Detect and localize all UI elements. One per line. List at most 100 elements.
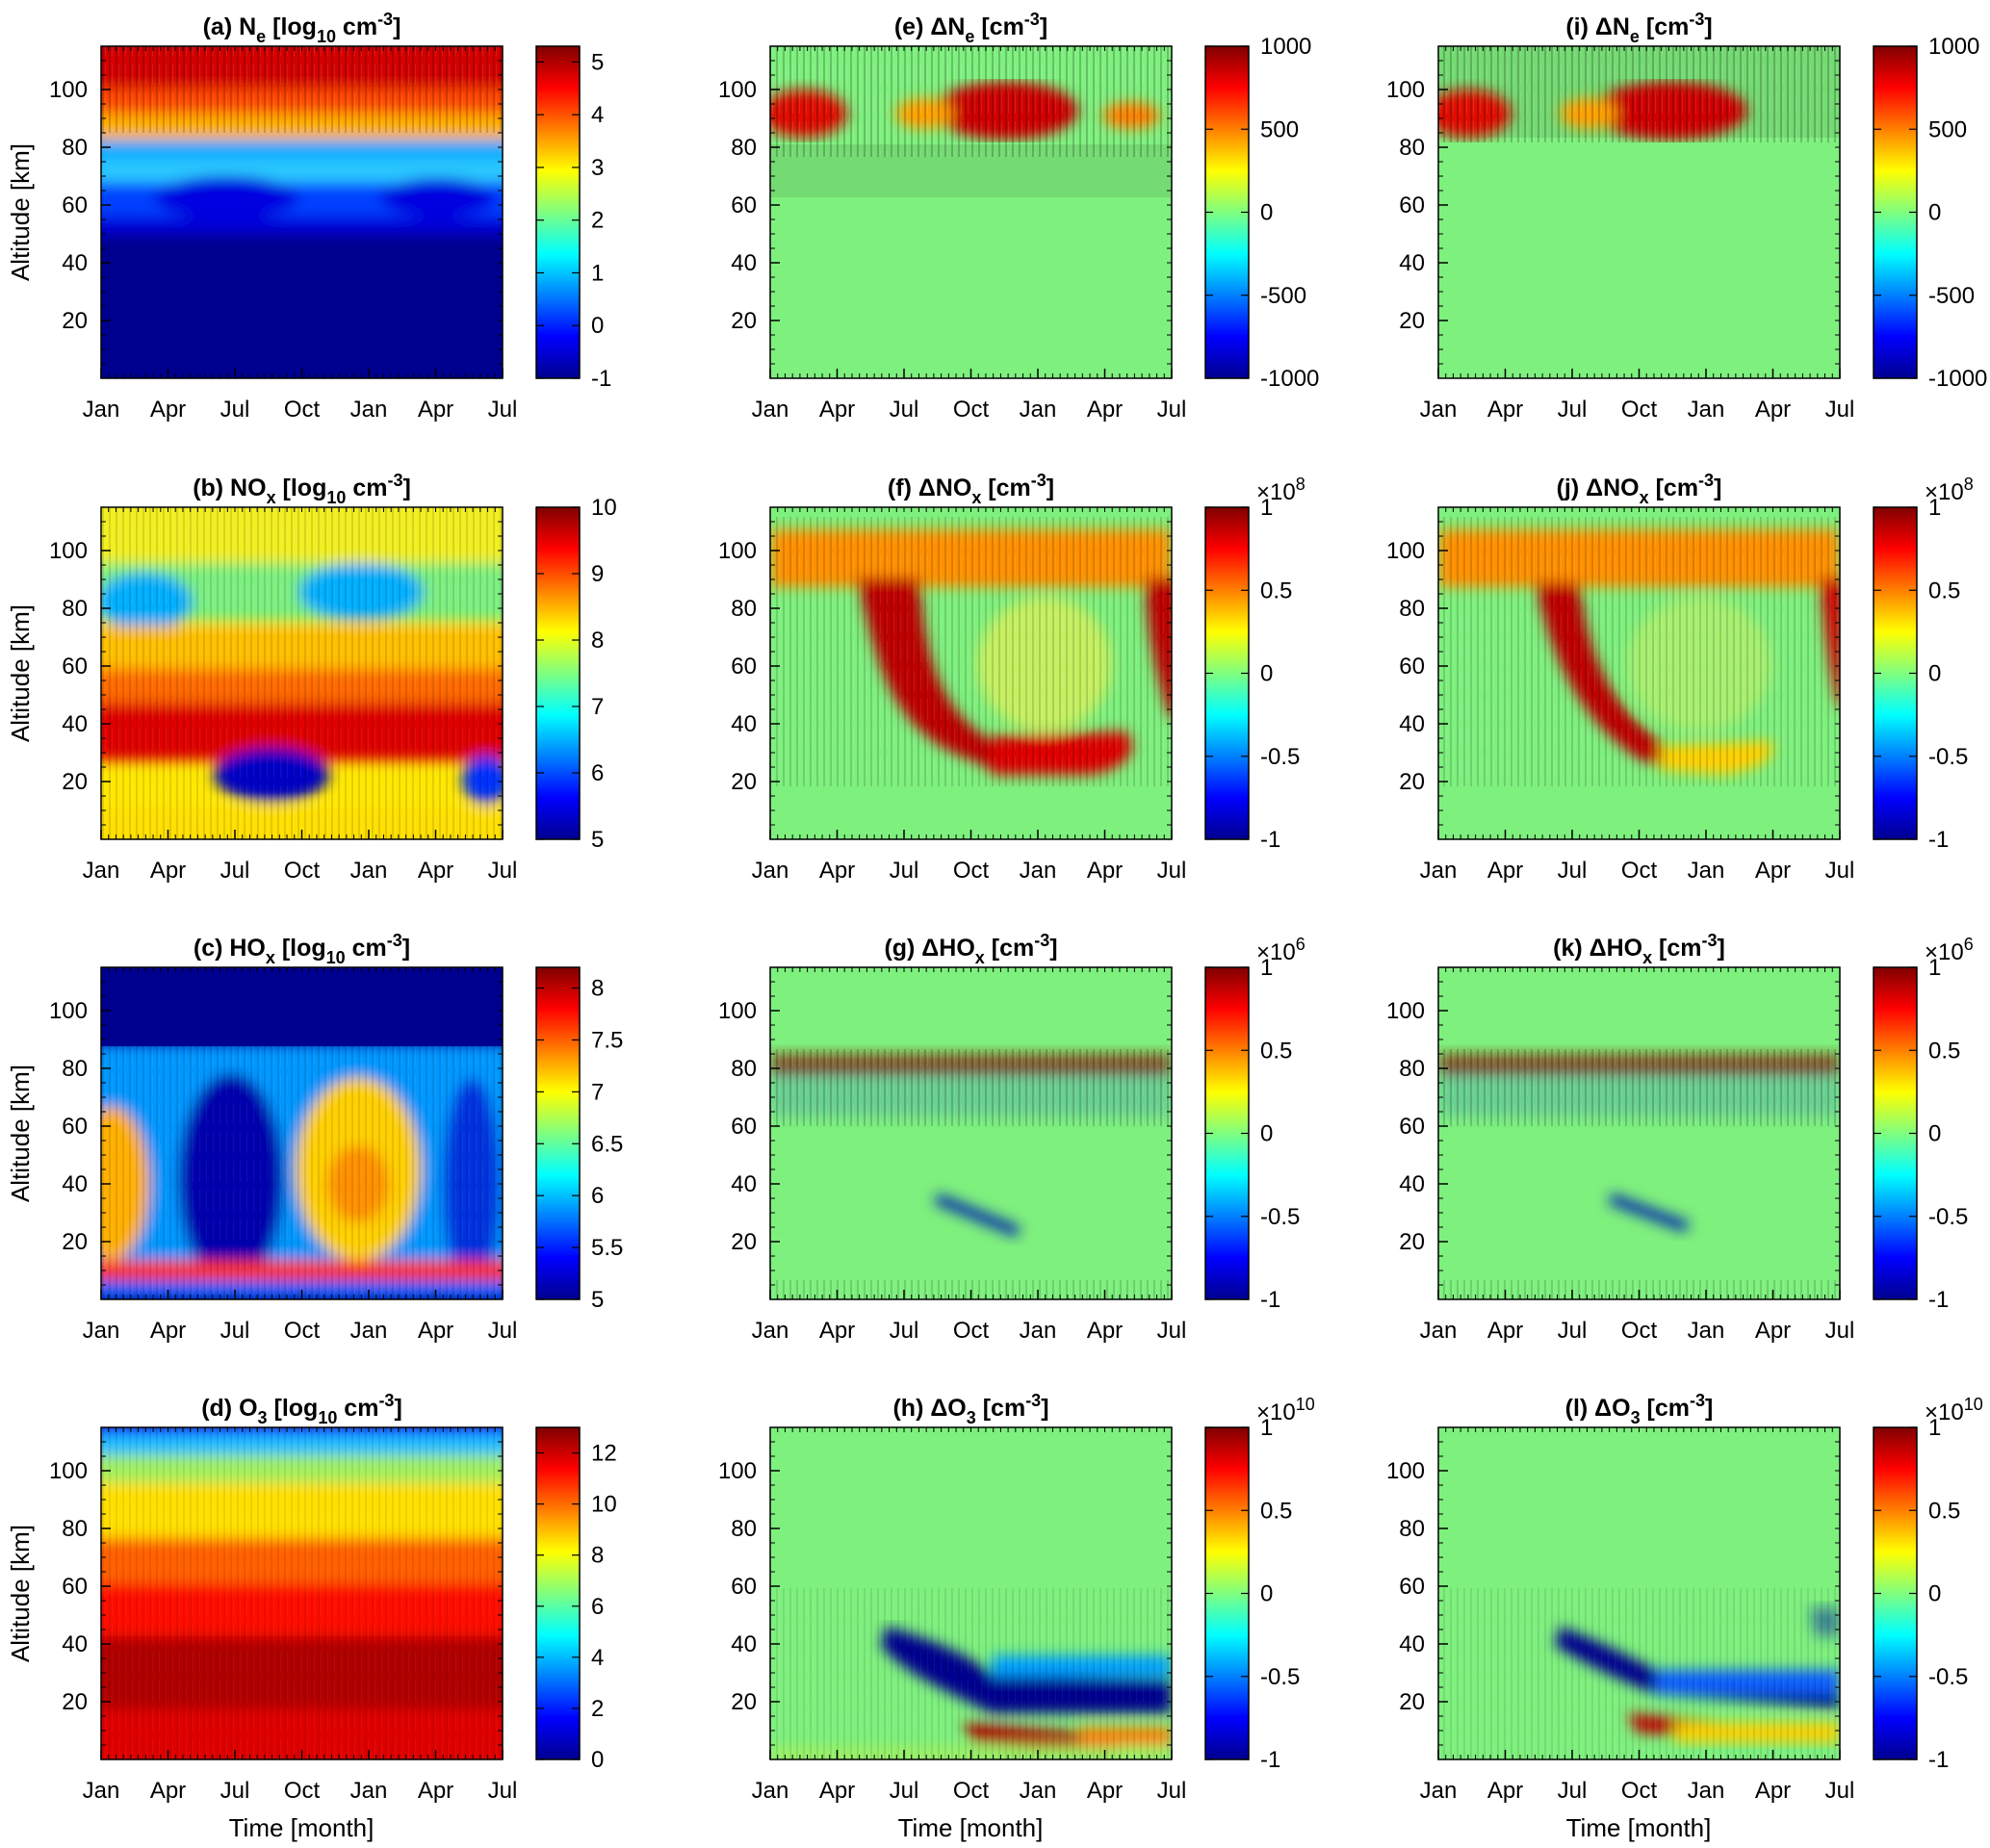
y-tick-label-f: 40 <box>731 711 757 737</box>
x-tick-label-k: Jan <box>1420 1318 1458 1344</box>
y-tick-label-k: 80 <box>1399 1056 1425 1082</box>
colorbar-tick-label-l: 0 <box>1928 1581 1941 1607</box>
x-tick-label-k: Jan <box>1688 1318 1725 1344</box>
x-tick-label-b: Apr <box>418 858 453 884</box>
y-tick-label-f: 60 <box>731 654 757 680</box>
y-tick-label-b: 80 <box>62 596 88 622</box>
y-tick-label-a: 100 <box>49 77 88 103</box>
colorbar-tick-label-f: 0.5 <box>1260 578 1292 603</box>
y-tick-label-l: 100 <box>1386 1458 1425 1484</box>
colorbar-tick-label-a: 2 <box>591 208 604 234</box>
x-tick-label-i: Apr <box>1755 397 1791 423</box>
panel-title-f: (f) ΔNOx [cm-3] <box>888 471 1054 507</box>
colorbar-tick-label-k: -1 <box>1928 1287 1949 1313</box>
colorbar-tick-label-l: 1 <box>1928 1415 1941 1441</box>
colorbar-c <box>535 966 581 1300</box>
y-tick-label-h: 80 <box>731 1516 757 1542</box>
x-tick-label-e: Apr <box>819 397 855 423</box>
colorbar-tick-label-k: 1 <box>1928 955 1941 981</box>
x-tick-label-a: Jan <box>83 397 120 423</box>
x-tick-label-a: Oct <box>284 397 321 423</box>
panel-title-a: (a) Ne [log10 cm-3] <box>203 10 401 46</box>
x-tick-label-k: Jul <box>1558 1318 1588 1344</box>
x-tick-label-e: Jul <box>1157 397 1187 423</box>
y-tick-label-g: 80 <box>731 1056 757 1082</box>
colorbar-tick-label-a: 5 <box>591 49 604 75</box>
x-tick-label-j: Oct <box>1621 858 1658 884</box>
y-tick-label-i: 60 <box>1399 192 1425 218</box>
y-tick-label-k: 20 <box>1399 1229 1425 1255</box>
colorbar-tick-label-d: 0 <box>591 1747 604 1773</box>
panel-title-i: (i) ΔNe [cm-3] <box>1565 10 1712 46</box>
x-tick-label-h: Jul <box>890 1778 919 1804</box>
x-tick-label-e: Jan <box>752 397 789 423</box>
panel-title-e: (e) ΔNe [cm-3] <box>894 10 1047 46</box>
colorbar-tick-label-l: -0.5 <box>1928 1664 1968 1690</box>
y-tick-label-a: 80 <box>62 135 88 161</box>
y-tick-label-k: 60 <box>1399 1114 1425 1140</box>
colorbar-tick-label-e: 500 <box>1260 116 1299 142</box>
y-tick-label-d: 40 <box>62 1631 88 1657</box>
colorbar-tick-label-l: -1 <box>1928 1747 1949 1773</box>
y-tick-label-i: 80 <box>1399 135 1425 161</box>
x-tick-label-i: Jul <box>1825 397 1855 423</box>
y-tick-label-f: 20 <box>731 769 757 795</box>
colorbar-b <box>535 506 581 840</box>
x-tick-label-e: Oct <box>953 397 990 423</box>
x-tick-label-j: Jul <box>1558 858 1588 884</box>
colorbar-tick-label-i: -1000 <box>1928 366 1987 392</box>
colorbar-tick-label-b: 10 <box>591 495 617 521</box>
colorbar-tick-label-g: -0.5 <box>1260 1204 1300 1230</box>
x-tick-label-f: Apr <box>819 858 855 884</box>
x-tick-label-g: Jan <box>752 1318 789 1344</box>
y-tick-label-j: 100 <box>1386 538 1425 564</box>
colorbar-a <box>535 45 581 379</box>
colorbar-tick-label-g: 0.5 <box>1260 1038 1292 1064</box>
colorbar-tick-label-j: 0.5 <box>1928 578 1960 603</box>
panel-title-k: (k) ΔHOx [cm-3] <box>1553 931 1725 967</box>
x-tick-label-j: Jan <box>1688 858 1725 884</box>
y-tick-label-k: 100 <box>1386 998 1425 1024</box>
colorbar-tick-label-g: 0 <box>1260 1121 1273 1147</box>
x-tick-label-d: Jan <box>350 1778 388 1804</box>
y-tick-label-b: 60 <box>62 654 88 680</box>
y-tick-label-b: 20 <box>62 769 88 795</box>
colorbar-tick-label-b: 5 <box>591 827 604 853</box>
x-tick-label-h: Apr <box>1087 1778 1123 1804</box>
colorbar-tick-label-i: 500 <box>1928 116 1967 142</box>
x-tick-label-b: Jul <box>220 858 250 884</box>
x-tick-label-a: Apr <box>150 397 186 423</box>
y-tick-label-l: 20 <box>1399 1689 1425 1715</box>
colorbar-tick-label-b: 8 <box>591 628 604 654</box>
y-tick-label-a: 60 <box>62 192 88 218</box>
panel-title-c: (c) HOx [log10 cm-3] <box>194 931 410 967</box>
x-tick-label-c: Jul <box>220 1318 250 1344</box>
colorbar-tick-label-e: 1000 <box>1260 34 1311 60</box>
y-tick-label-c: 40 <box>62 1171 88 1197</box>
colorbar-tick-label-f: 1 <box>1260 495 1273 521</box>
colorbar-tick-label-a: 4 <box>591 102 604 128</box>
x-tick-label-e: Jul <box>890 397 919 423</box>
heatmap-fill-l <box>1438 1427 1840 1759</box>
x-tick-label-g: Apr <box>819 1318 855 1344</box>
y-tick-label-g: 100 <box>718 998 757 1024</box>
x-axis-label-col1: Time [month] <box>229 1813 375 1842</box>
colorbar-tick-label-d: 4 <box>591 1645 604 1671</box>
x-tick-label-f: Apr <box>1087 858 1123 884</box>
x-axis-label-col3: Time [month] <box>1566 1813 1712 1842</box>
heatmap-fill-i <box>1438 46 1840 378</box>
colorbar-tick-label-c: 6 <box>591 1183 604 1209</box>
y-tick-label-e: 100 <box>718 77 757 103</box>
x-tick-label-c: Apr <box>150 1318 186 1344</box>
x-tick-label-h: Jul <box>1157 1778 1187 1804</box>
colorbar-tick-label-a: 3 <box>591 155 604 181</box>
y-tick-label-d: 100 <box>49 1458 88 1484</box>
x-tick-label-k: Oct <box>1621 1318 1658 1344</box>
x-tick-label-d: Jul <box>220 1778 250 1804</box>
x-tick-label-d: Jul <box>488 1778 518 1804</box>
heatmap-fill-b <box>101 507 503 839</box>
x-tick-label-i: Apr <box>1487 397 1523 423</box>
x-tick-label-i: Oct <box>1621 397 1658 423</box>
colorbar-tick-label-j: -1 <box>1928 827 1949 853</box>
